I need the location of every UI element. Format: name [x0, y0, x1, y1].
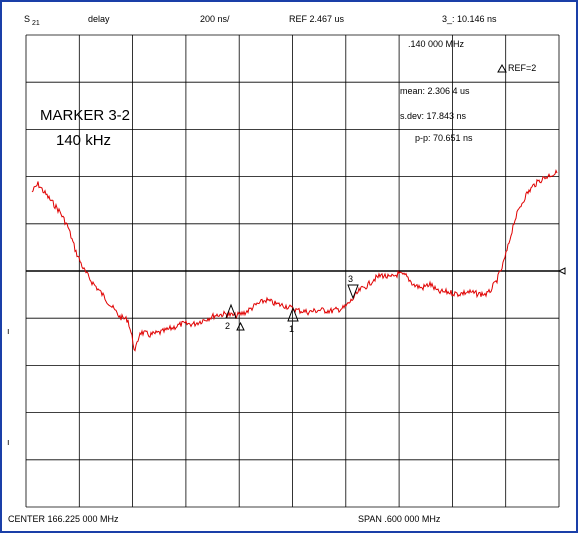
marker-2-label: 2	[225, 321, 230, 331]
marker-readout: 3_: 10.146 ns	[442, 14, 497, 24]
marker-1-symbol	[287, 306, 299, 322]
marker-3-label: 3	[348, 274, 353, 284]
reference-marker-icon	[497, 63, 507, 73]
marker-3-symbol	[347, 284, 359, 300]
span-label: SPAN .600 000 MHz	[358, 514, 441, 524]
marker-panel-value: 140 kHz	[56, 132, 112, 149]
format-label: delay	[88, 14, 110, 24]
marker-1-label: 1	[289, 324, 294, 334]
reference-level-arrow-icon	[557, 267, 566, 275]
marker-panel-title: MARKER 3-2	[40, 107, 131, 124]
marker-frequency-offset: .140 000 MHz	[408, 39, 465, 49]
delay-trace	[31, 168, 558, 352]
reference-marker-label: REF=2	[508, 63, 537, 73]
stat-sdev: s.dev: 17.843 ns	[400, 111, 467, 121]
parameter-label: S 21	[24, 14, 40, 28]
left-side-tick: ı	[7, 326, 10, 336]
scale-label: 200 ns/	[200, 14, 230, 24]
marker-2-tick-icon	[236, 321, 245, 331]
stat-mean: mean: 2.306 4 us	[400, 86, 470, 96]
center-frequency-label: CENTER 166.225 000 MHz	[8, 514, 119, 524]
stat-peak-to-peak: p-p: 70.651 ns	[415, 133, 473, 143]
reference-label: REF 2.467 us	[289, 14, 345, 24]
left-side-tick-lower: ı	[7, 437, 10, 447]
marker-2-symbol	[225, 303, 237, 319]
